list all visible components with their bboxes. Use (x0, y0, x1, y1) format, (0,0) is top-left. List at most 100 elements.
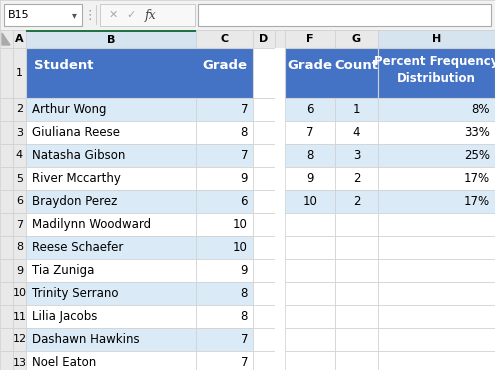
Text: Reese Schaefer: Reese Schaefer (32, 241, 123, 254)
Bar (196, 236, 253, 259)
Bar (253, 30, 275, 48)
Bar (253, 48, 275, 98)
Text: 3: 3 (16, 128, 23, 138)
Bar (26, 190, 196, 213)
Text: Dashawn Hawkins: Dashawn Hawkins (32, 333, 140, 346)
Bar (26, 121, 196, 144)
Bar (335, 328, 378, 351)
Bar (335, 213, 378, 236)
Bar (253, 305, 275, 328)
Bar (0, 0, 495, 30)
Bar (13, 30, 26, 48)
Text: 9: 9 (306, 172, 314, 185)
Text: 7: 7 (306, 126, 314, 139)
Bar (13, 144, 26, 167)
Bar (13, 48, 26, 98)
Text: 10: 10 (302, 195, 317, 208)
Text: Tia Zuniga: Tia Zuniga (32, 264, 95, 277)
Bar (378, 259, 495, 282)
Bar (253, 98, 275, 121)
Bar (378, 351, 495, 370)
Bar (196, 259, 253, 282)
Bar (253, 213, 275, 236)
Bar (4, 4, 82, 26)
Text: Arthur Wong: Arthur Wong (32, 103, 106, 116)
Text: Trinity Serrano: Trinity Serrano (32, 287, 118, 300)
Bar (335, 190, 378, 213)
Bar (285, 48, 378, 98)
Bar (26, 351, 196, 370)
Bar (13, 259, 26, 282)
Text: Natasha Gibson: Natasha Gibson (32, 149, 125, 162)
Bar (26, 98, 196, 121)
Text: B15: B15 (8, 10, 30, 20)
Text: 2: 2 (16, 104, 23, 114)
Bar (335, 98, 378, 121)
Text: 8: 8 (241, 310, 248, 323)
Bar (378, 30, 495, 48)
Text: Braydon Perez: Braydon Perez (32, 195, 117, 208)
Text: D: D (259, 34, 269, 44)
Text: A: A (15, 34, 24, 44)
Bar (285, 167, 335, 190)
Text: Madilynn Woodward: Madilynn Woodward (32, 218, 151, 231)
Bar (0, 98, 13, 121)
Text: River Mccarthy: River Mccarthy (32, 172, 121, 185)
Bar (196, 213, 253, 236)
Text: 12: 12 (12, 334, 27, 344)
Bar (275, 48, 285, 98)
Bar (13, 121, 26, 144)
Bar (285, 98, 335, 121)
Bar (335, 259, 378, 282)
Bar (196, 305, 253, 328)
Bar (0, 282, 13, 305)
Text: B: B (107, 35, 115, 45)
Bar (275, 30, 285, 48)
Bar (196, 282, 253, 305)
Bar (13, 98, 26, 121)
Text: Grade: Grade (288, 59, 333, 72)
Bar (196, 121, 253, 144)
Text: 6: 6 (16, 196, 23, 206)
Bar (26, 48, 253, 98)
Bar (275, 98, 285, 121)
Text: Count: Count (335, 59, 379, 72)
Polygon shape (2, 33, 10, 45)
Bar (0, 144, 13, 167)
Bar (285, 190, 335, 213)
Bar (285, 213, 335, 236)
Bar (13, 213, 26, 236)
Text: Grade: Grade (202, 59, 247, 72)
Bar (26, 144, 196, 167)
Bar (13, 351, 26, 370)
Bar (26, 30, 196, 48)
Text: Noel Eaton: Noel Eaton (32, 356, 96, 369)
Bar (196, 351, 253, 370)
Text: 17%: 17% (464, 195, 490, 208)
Bar (378, 98, 495, 121)
Text: fx: fx (145, 9, 157, 21)
Text: 2: 2 (353, 195, 360, 208)
Bar (285, 259, 335, 282)
Bar (13, 190, 26, 213)
Text: 11: 11 (12, 312, 27, 322)
Bar (100, 4, 195, 26)
Bar (253, 259, 275, 282)
Bar (253, 328, 275, 351)
Text: Distribution: Distribution (397, 73, 476, 85)
Bar (196, 190, 253, 213)
Text: 10: 10 (233, 241, 248, 254)
Bar (196, 144, 253, 167)
Bar (285, 121, 335, 144)
Bar (0, 351, 13, 370)
Text: 33%: 33% (464, 126, 490, 139)
Bar (335, 236, 378, 259)
Bar (26, 305, 196, 328)
Text: Giuliana Reese: Giuliana Reese (32, 126, 120, 139)
Bar (26, 30, 196, 32)
Text: 8: 8 (241, 126, 248, 139)
Bar (13, 236, 26, 259)
Text: 8: 8 (241, 287, 248, 300)
Bar (285, 236, 335, 259)
Bar (0, 121, 13, 144)
